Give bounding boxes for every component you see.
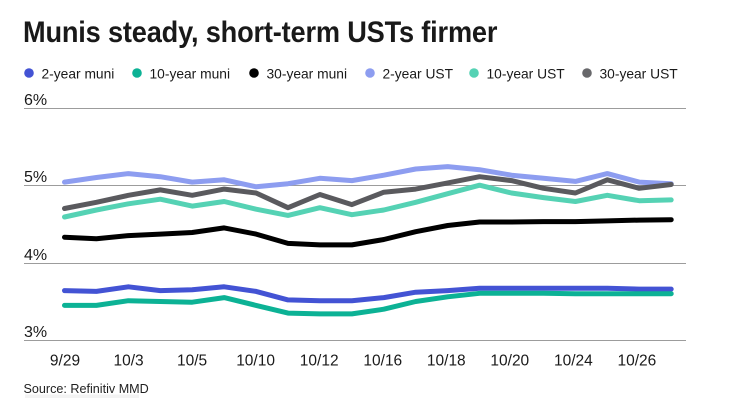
svg-text:10/24: 10/24: [554, 353, 593, 370]
svg-text:3%: 3%: [24, 324, 47, 341]
svg-text:10/20: 10/20: [490, 353, 529, 370]
svg-text:2-year UST: 2-year UST: [383, 66, 454, 81]
svg-text:10-year muni: 10-year muni: [150, 66, 231, 81]
svg-text:10/26: 10/26: [618, 353, 657, 370]
svg-text:10/16: 10/16: [363, 353, 402, 370]
svg-text:10/18: 10/18: [427, 353, 466, 370]
svg-text:10/10: 10/10: [236, 353, 275, 370]
svg-text:2-year muni: 2-year muni: [42, 66, 115, 81]
svg-text:5%: 5%: [24, 169, 47, 186]
svg-text:9/29: 9/29: [50, 353, 80, 370]
svg-text:10/12: 10/12: [300, 353, 339, 370]
svg-text:6%: 6%: [24, 92, 47, 109]
svg-text:Source: Refinitiv MMD: Source: Refinitiv MMD: [24, 382, 149, 396]
svg-text:10/3: 10/3: [114, 353, 144, 370]
svg-text:4%: 4%: [24, 247, 47, 264]
svg-text:30-year UST: 30-year UST: [600, 66, 679, 81]
svg-text:30-year muni: 30-year muni: [267, 66, 348, 81]
svg-text:10/5: 10/5: [177, 353, 207, 370]
svg-text:10-year UST: 10-year UST: [487, 66, 566, 81]
